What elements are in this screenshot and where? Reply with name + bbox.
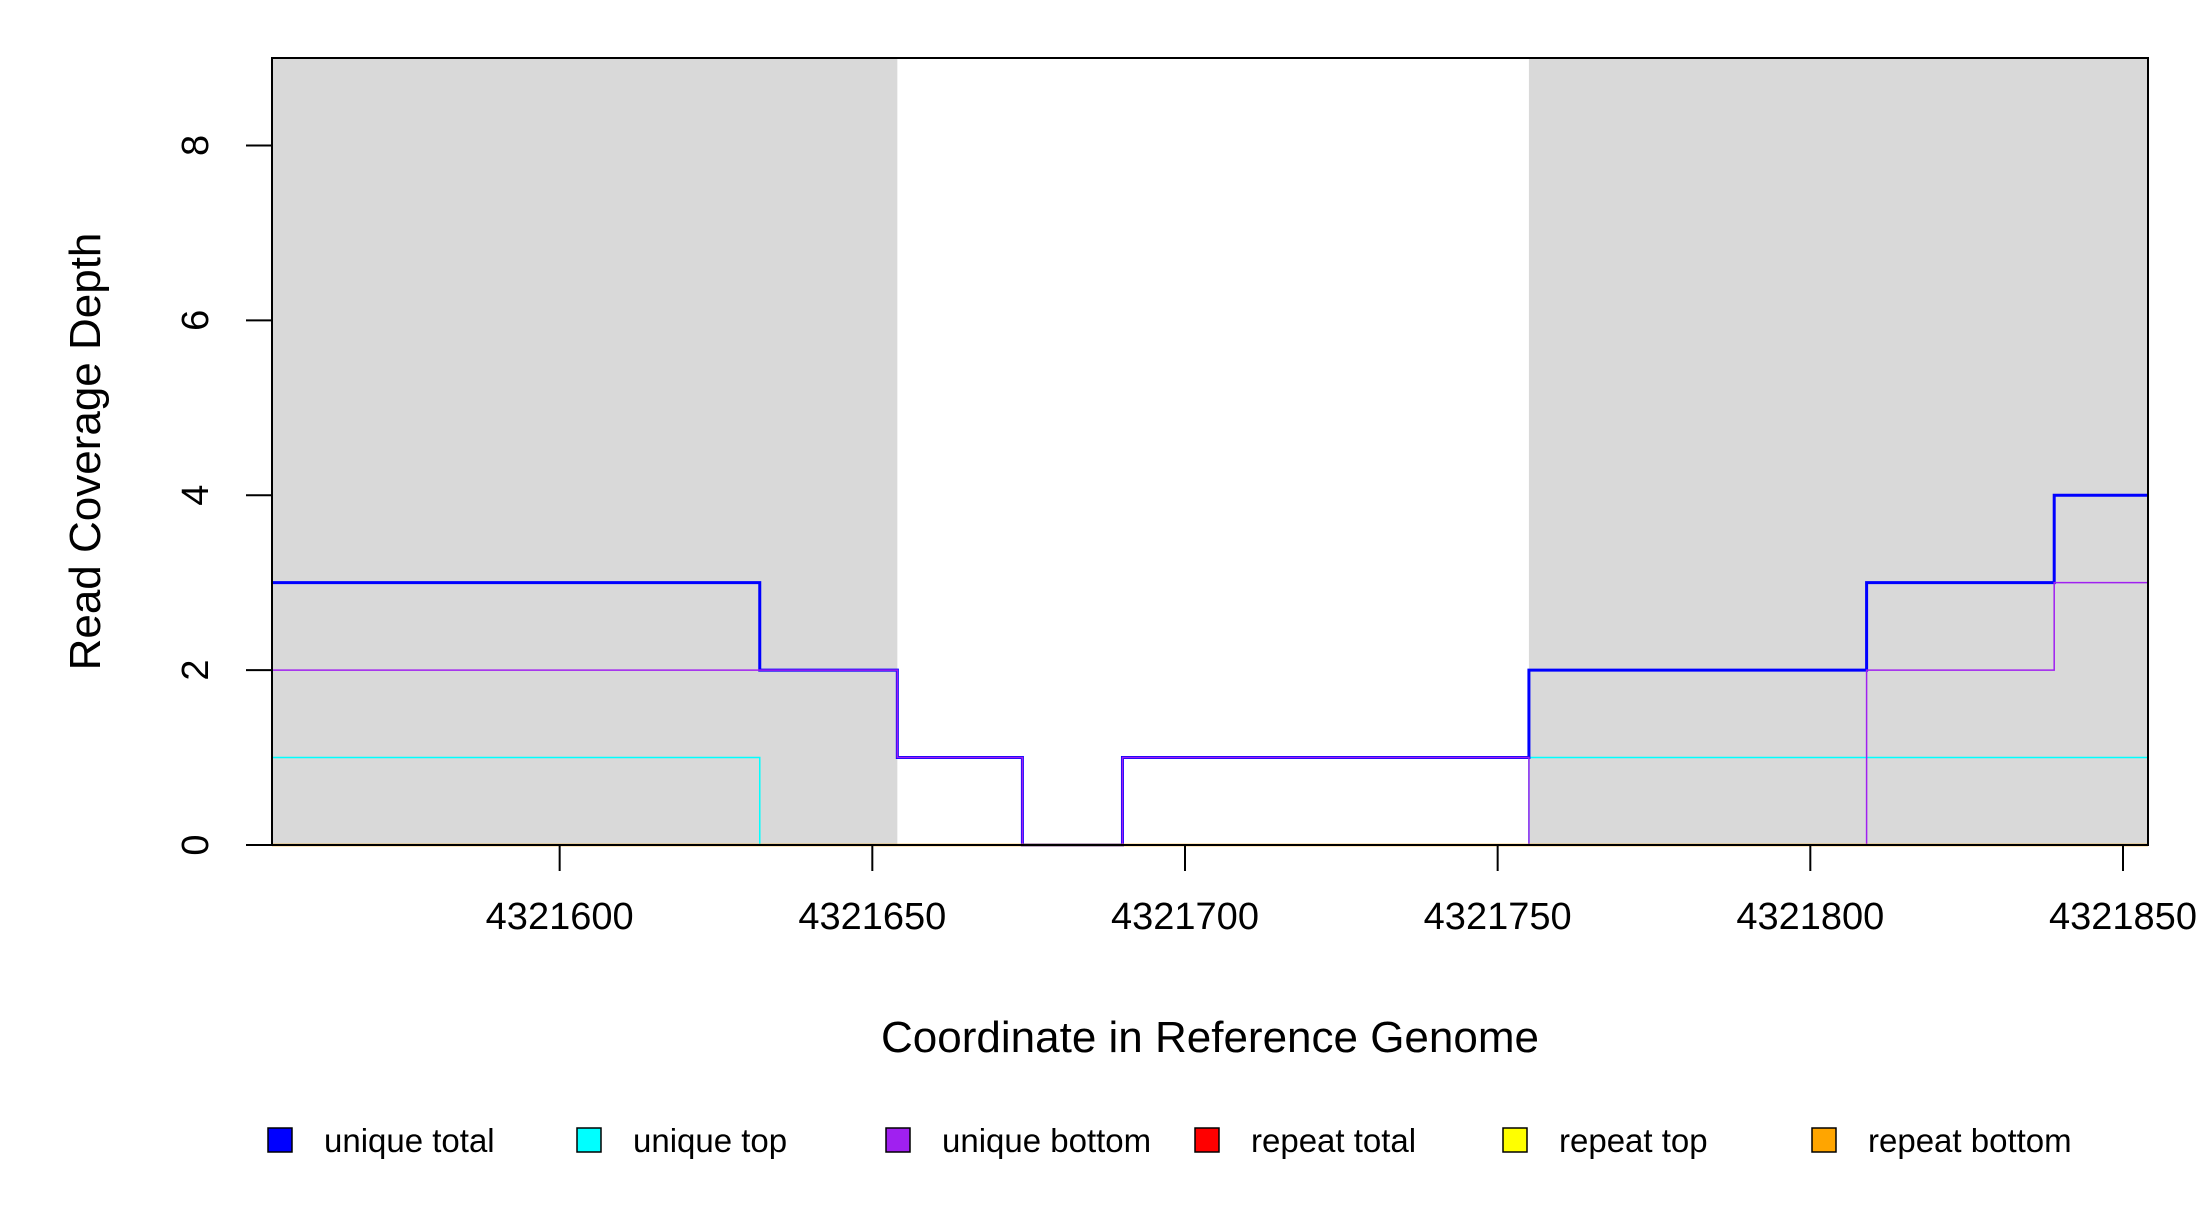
x-tick-label-3: 4321750 [1424,896,1572,938]
legend-label-unique-bottom: unique bottom [942,1122,1151,1159]
legend-label-repeat-bottom: repeat bottom [1868,1122,2072,1159]
x-tick-label-1: 4321650 [798,896,946,938]
legend-label-unique-top: unique top [633,1122,787,1159]
series-unique-bottom [272,581,2148,846]
shaded-region-0 [272,58,898,845]
shaded-region-1 [1528,58,2148,845]
legend-swatch-repeat-total [1194,1127,1220,1153]
legend-swatch-unique-total [267,1127,293,1153]
y-axis-title: Read Coverage Depth [61,233,110,671]
shaded-regions [272,58,2148,845]
y-tick-label-4: 8 [175,135,217,156]
y-tick-label-1: 2 [175,660,217,681]
x-tick-label-5: 4321850 [2049,896,2197,938]
y-tick-label-0: 0 [175,834,217,855]
y-axis: 0 2 4 6 8 [175,135,272,856]
x-axis-title: Coordinate in Reference Genome [881,1013,1539,1062]
y-tick-label-2: 4 [175,485,217,506]
legend-label-unique-total: unique total [324,1122,495,1159]
legend-swatch-repeat-top [1502,1127,1528,1153]
y-tick-label-3: 6 [175,310,217,331]
x-axis: 4321600 4321650 4321700 4321750 4321800 43218… [486,845,2197,938]
x-tick-label-4: 4321800 [1736,896,1884,938]
x-tick-label-0: 4321600 [486,896,634,938]
legend-swatch-repeat-bottom [1811,1127,1837,1153]
legend: unique total unique top unique bottom repea… [267,1122,2072,1159]
legend-label-repeat-top: repeat top [1559,1122,1708,1159]
legend-swatch-unique-top [576,1127,602,1153]
x-tick-label-2: 4321700 [1111,896,1259,938]
plot-frame [271,57,2149,846]
legend-label-repeat-total: repeat total [1251,1122,1416,1159]
legend-swatch-unique-bottom [885,1127,911,1153]
